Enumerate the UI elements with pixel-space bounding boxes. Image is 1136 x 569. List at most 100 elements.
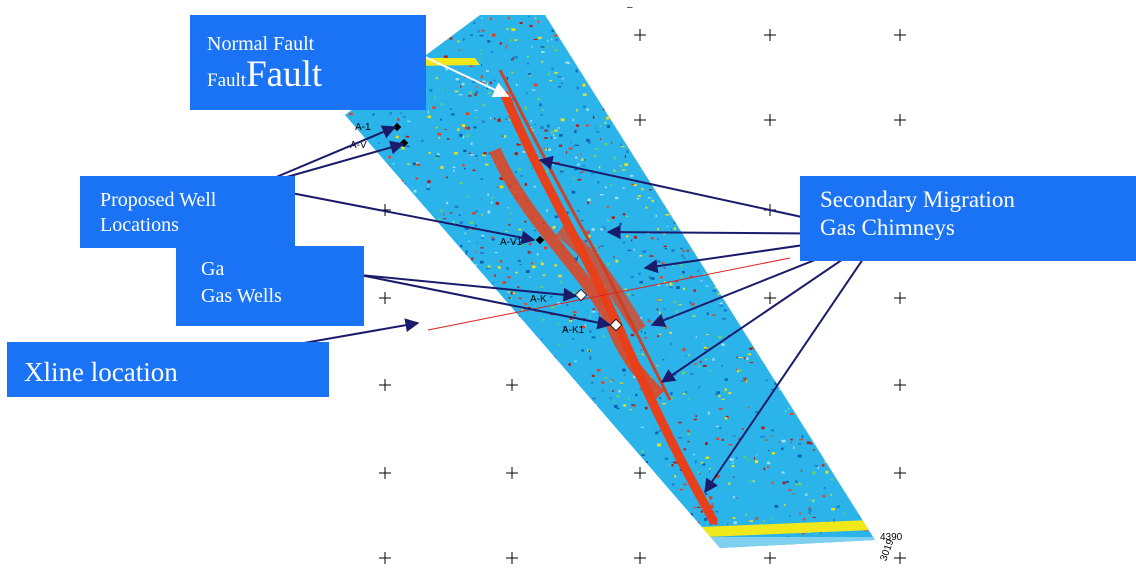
seismic-speckle — [458, 364, 463, 367]
seismic-speckle — [468, 91, 473, 94]
seismic-speckle — [588, 140, 591, 144]
seismic-speckle — [539, 417, 542, 420]
seismic-speckle — [606, 428, 611, 430]
seismic-speckle — [846, 41, 850, 44]
seismic-speckle — [552, 538, 554, 541]
seismic-speckle — [789, 413, 794, 415]
seismic-speckle — [417, 345, 419, 347]
seismic-speckle — [861, 114, 863, 116]
seismic-speckle — [749, 347, 753, 350]
seismic-speckle — [663, 267, 666, 269]
seismic-speckle — [707, 253, 711, 256]
seismic-speckle — [363, 503, 367, 506]
seismic-speckle — [514, 394, 518, 397]
seismic-speckle — [368, 395, 370, 397]
seismic-speckle — [440, 513, 443, 516]
seismic-speckle — [781, 19, 784, 21]
seismic-speckle — [845, 411, 849, 415]
seismic-speckle — [600, 23, 604, 25]
seismic-speckle — [697, 471, 700, 474]
seismic-speckle — [732, 435, 736, 437]
seismic-speckle — [593, 245, 597, 247]
seismic-speckle — [701, 105, 704, 108]
seismic-speckle — [595, 51, 597, 54]
seismic-speckle — [730, 487, 732, 489]
seismic-speckle — [453, 298, 455, 301]
seismic-speckle — [624, 163, 629, 166]
seismic-speckle — [644, 337, 647, 339]
seismic-speckle — [734, 265, 738, 268]
seismic-speckle — [770, 435, 774, 437]
seismic-speckle — [386, 502, 388, 505]
seismic-speckle — [736, 497, 738, 500]
seismic-speckle — [695, 415, 697, 418]
seismic-speckle — [704, 37, 707, 39]
seismic-speckle — [825, 440, 829, 443]
seismic-speckle — [475, 90, 479, 94]
seismic-speckle — [577, 210, 580, 212]
seismic-speckle — [791, 173, 793, 175]
seismic-speckle — [512, 488, 516, 492]
seismic-speckle — [524, 183, 528, 186]
seismic-speckle — [428, 307, 433, 310]
seismic-speckle — [833, 39, 838, 42]
seismic-speckle — [760, 43, 765, 47]
seismic-speckle — [629, 174, 634, 177]
seismic-speckle — [412, 442, 417, 445]
seismic-speckle — [843, 22, 847, 25]
seismic-speckle — [507, 207, 509, 209]
seismic-speckle — [796, 76, 801, 78]
seismic-speckle — [453, 535, 457, 538]
seismic-speckle — [797, 385, 801, 387]
seismic-speckle — [508, 508, 511, 510]
seismic-speckle — [467, 196, 470, 198]
seismic-speckle — [414, 464, 418, 466]
seismic-speckle — [447, 280, 450, 283]
seismic-speckle — [706, 312, 709, 315]
seismic-speckle — [452, 166, 456, 169]
seismic-speckle — [397, 303, 400, 305]
seismic-speckle — [840, 136, 843, 139]
seismic-speckle — [511, 538, 513, 540]
seismic-speckle — [606, 32, 609, 36]
seismic-speckle — [462, 439, 466, 441]
seismic-speckle — [596, 131, 600, 133]
seismic-speckle — [559, 134, 563, 137]
seismic-speckle — [411, 398, 413, 402]
seismic-speckle — [634, 468, 638, 471]
seismic-speckle — [737, 226, 740, 229]
seismic-speckle — [606, 219, 610, 222]
seismic-speckle — [641, 449, 644, 453]
seismic-speckle — [854, 404, 857, 406]
seismic-speckle — [495, 448, 498, 451]
seismic-speckle — [592, 115, 595, 119]
seismic-speckle — [759, 342, 761, 344]
seismic-speckle — [465, 341, 467, 345]
seismic-speckle — [406, 145, 410, 147]
seismic-speckle — [538, 36, 542, 39]
seismic-speckle — [867, 328, 869, 332]
seismic-speckle — [450, 405, 453, 409]
seismic-speckle — [684, 519, 686, 521]
seismic-speckle — [674, 475, 677, 478]
seismic-speckle — [856, 16, 861, 19]
seismic-speckle — [393, 291, 396, 293]
seismic-speckle — [552, 134, 555, 137]
seismic-speckle — [604, 16, 608, 19]
seismic-speckle — [732, 142, 734, 146]
seismic-speckle — [847, 337, 851, 339]
seismic-speckle — [820, 115, 822, 118]
seismic-speckle — [476, 406, 481, 409]
seismic-speckle — [495, 403, 498, 406]
seismic-speckle — [670, 228, 672, 230]
seismic-speckle — [592, 410, 595, 414]
seismic-speckle — [776, 319, 780, 321]
seismic-speckle — [813, 362, 816, 364]
seismic-speckle — [753, 135, 755, 138]
seismic-speckle — [613, 156, 616, 160]
seismic-speckle — [866, 85, 868, 88]
seismic-speckle — [745, 142, 747, 144]
seismic-speckle — [768, 259, 770, 262]
seismic-speckle — [449, 386, 451, 390]
seismic-speckle — [574, 360, 577, 363]
